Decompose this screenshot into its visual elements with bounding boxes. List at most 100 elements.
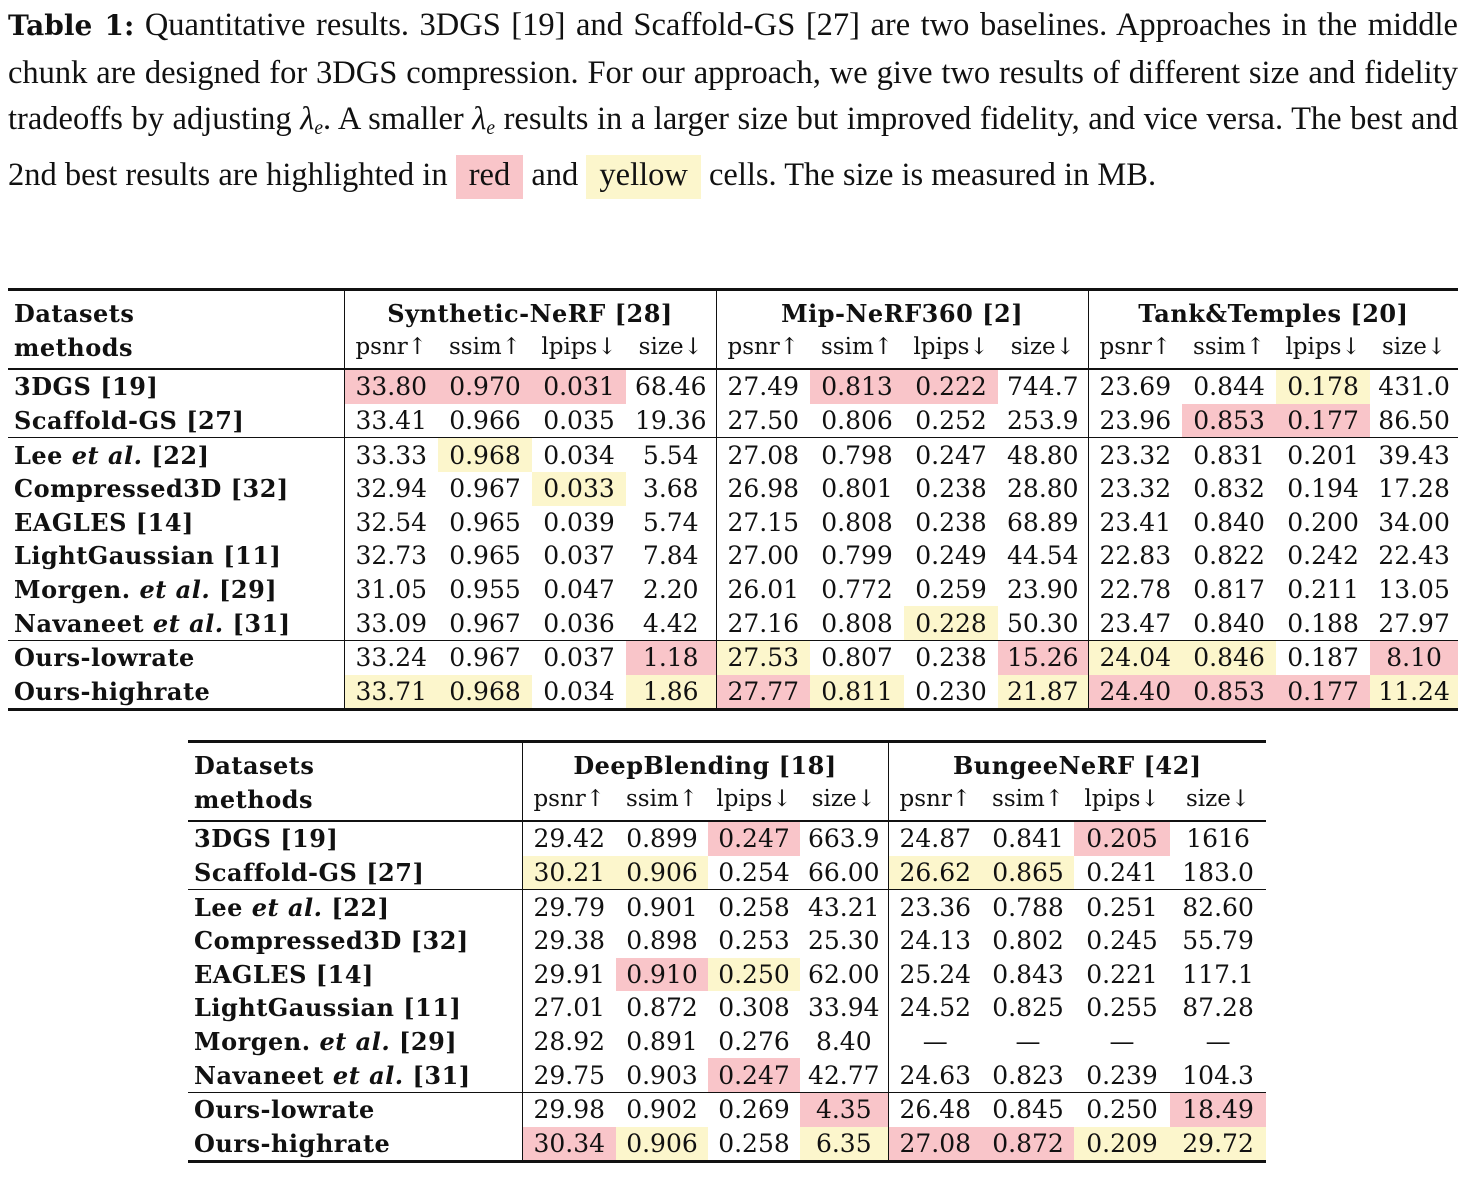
red-highlight-swatch: red — [455, 155, 524, 200]
method-name-etal: et al. — [152, 608, 224, 638]
value-cell: 0.222 — [904, 369, 999, 404]
value-cell: 431.0 — [1378, 372, 1450, 402]
method-name: Navaneet et al. [31] — [188, 1058, 522, 1093]
method-name: Navaneet et al. [31] — [8, 606, 344, 641]
value-cell: 24.04 — [1087, 640, 1183, 675]
value-cell: 117.1 — [1182, 959, 1254, 989]
value-cell: 3.68 — [642, 474, 699, 504]
value-cell: 62.00 — [807, 959, 880, 989]
value-cell: 5.74 — [642, 507, 699, 537]
metric-header: ssim↑ — [616, 782, 708, 823]
value-cell: 1616 — [1186, 824, 1250, 854]
value-cell: 23.36 — [887, 889, 983, 924]
method-name: Compressed3D [32] — [194, 926, 469, 956]
value-cell: 86.50 — [1370, 403, 1459, 439]
value-cell: 0.047 — [543, 575, 615, 605]
value-cell: 0.965 — [449, 507, 521, 537]
method-name: Scaffold-GS [27] — [8, 403, 344, 439]
value-cell: 0.211 — [1287, 575, 1359, 605]
value-cell: 0.967 — [438, 606, 532, 641]
table-row: Scaffold-GS [27] 30.21 0.906 0.254 66.00 26.6… — [188, 855, 1267, 891]
value-cell: 28.80 — [1007, 474, 1079, 504]
method-name: Ours-lowrate — [14, 643, 195, 673]
value-cell: 23.32 — [1087, 437, 1183, 472]
method-name: Lee et al. [22] — [188, 890, 522, 924]
value-cell: 26.98 — [715, 471, 811, 506]
metric-header: ssim↑ — [438, 330, 532, 371]
value-cell: 33.80 — [343, 369, 438, 404]
value-cell: 0.177 — [1276, 674, 1371, 710]
value-cell: 0.201 — [1287, 440, 1359, 470]
value-cell: 0.228 — [904, 606, 999, 641]
method-name-etal: et al. — [139, 575, 211, 605]
value-cell: 25.30 — [807, 926, 880, 956]
value-cell: 0.843 — [992, 959, 1064, 989]
header-row-metrics: methods psnr↑ ssim↑ lpips↓ size↓ psnr↑ ssim↑ lp… — [8, 330, 1459, 371]
methods-label: methods — [188, 782, 522, 823]
results-table-2: Datasets DeepBlending [18] BungeeNeRF [42]… — [188, 740, 1267, 1164]
value-cell: 33.94 — [807, 993, 880, 1023]
value-cell: 0.221 — [1086, 959, 1158, 989]
value-cell: 13.05 — [1378, 575, 1450, 605]
method-name-part: Navaneet — [194, 1060, 333, 1090]
value-cell: 0.891 — [626, 1027, 698, 1057]
value-cell: 27.49 — [715, 369, 811, 404]
method-name-etal: et al. — [332, 1060, 404, 1090]
table-row: 3DGS [19] 33.80 0.970 0.031 68.46 27.49 0.813 0… — [8, 369, 1458, 404]
value-cell: 44.54 — [1007, 541, 1079, 571]
value-cell: 0.967 — [449, 643, 521, 673]
value-cell: 29.72 — [1170, 1126, 1267, 1162]
value-cell: 0.798 — [821, 440, 893, 470]
table-row: Navaneet et al. [31] 33.09 0.967 0.036 4.42 2… — [8, 606, 1459, 641]
value-cell: 8.40 — [815, 1027, 872, 1057]
value-cell: 0.822 — [1193, 541, 1265, 571]
value-cell: 0.194 — [1287, 474, 1359, 504]
caption-text-c: results in a larger size but improved fi… — [8, 101, 1458, 194]
value-cell: 0.965 — [449, 541, 521, 571]
method-name-etal: et al. — [251, 892, 323, 922]
value-cell: 19.36 — [626, 403, 717, 439]
value-cell: 0.799 — [821, 541, 893, 571]
value-cell: 0.242 — [1287, 541, 1359, 571]
datasets-label: Datasets — [14, 299, 135, 329]
value-cell: 0.178 — [1276, 369, 1371, 404]
method-name-part: [31] — [223, 608, 291, 638]
table-caption: Table 1: Quantitative results. 3DGS [19]… — [8, 2, 1458, 200]
method-name-etal: et al. — [71, 440, 143, 470]
value-cell: 0.253 — [718, 926, 790, 956]
value-cell: 29.38 — [521, 923, 616, 958]
value-cell: 0.801 — [821, 474, 893, 504]
method-name: Compressed3D [32] — [14, 474, 289, 504]
table-row: LightGaussian [11] 32.73 0.965 0.037 7.84 27.… — [8, 539, 1458, 573]
value-cell: 0.808 — [810, 606, 905, 641]
value-cell: 34.00 — [1378, 507, 1450, 537]
metric-header: ssim↑ — [1182, 330, 1277, 371]
value-cell: 29.42 — [521, 821, 616, 856]
value-cell: 32.94 — [343, 471, 438, 506]
results-table-1: Datasets Synthetic-NeRF [28] Mip-NeRF360 [… — [8, 288, 1459, 712]
value-cell: 30.21 — [521, 855, 616, 891]
datasets-label: Datasets — [194, 751, 315, 781]
value-cell: 0.247 — [708, 821, 800, 856]
table-row: Ours-lowrate 33.24 0.967 0.037 1.18 27.53 0.80… — [8, 640, 1459, 675]
value-cell: 4.42 — [626, 606, 717, 641]
metric-header: lpips↓ — [532, 330, 626, 371]
value-cell: 17.28 — [1378, 474, 1450, 504]
metric-header: psnr↑ — [343, 330, 438, 371]
lambda-symbol: λe — [472, 101, 496, 139]
header-row-datasets: Datasets DeepBlending [18] BungeeNeRF [42] — [188, 741, 1267, 783]
caption-and: and — [523, 157, 587, 194]
value-cell: 33.24 — [343, 640, 438, 675]
value-cell: 0.901 — [626, 892, 698, 922]
value-cell: 0.258 — [718, 1128, 790, 1158]
table-row: Morgen. et al. [29] 31.05 0.955 0.047 2.20 26… — [8, 572, 1458, 607]
table-row: Lee et al. [22] 29.79 0.901 0.258 43.21 23.36… — [188, 889, 1266, 924]
method-name-part: [22] — [322, 892, 390, 922]
value-cell: 0.034 — [543, 676, 615, 706]
value-cell: 0.250 — [1086, 1095, 1158, 1125]
value-cell: 68.46 — [634, 372, 707, 402]
value-cell: 27.15 — [715, 505, 811, 540]
value-cell: 0.825 — [992, 993, 1064, 1023]
value-cell: 2.20 — [642, 575, 699, 605]
value-cell: 24.40 — [1087, 674, 1183, 710]
